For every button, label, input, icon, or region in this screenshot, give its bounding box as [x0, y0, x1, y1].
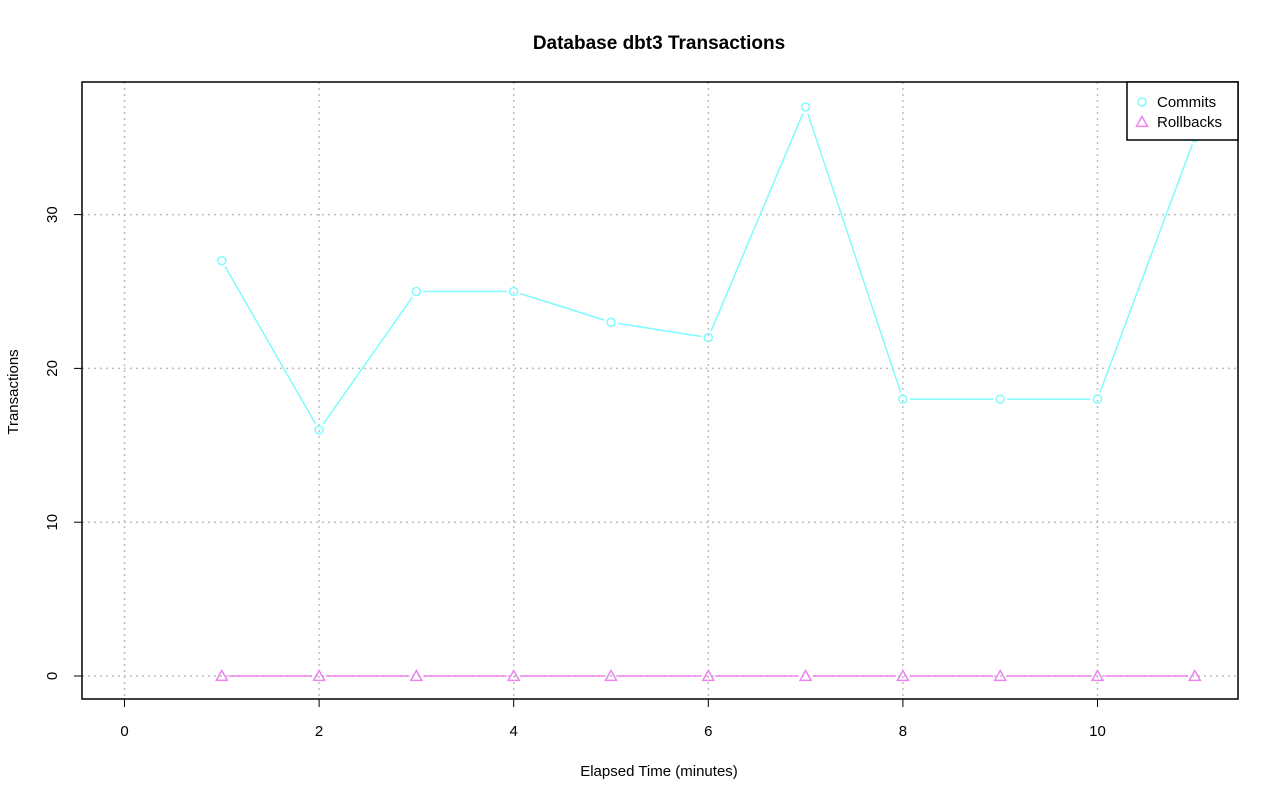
- rollbacks-point: [701, 668, 716, 682]
- axes: 0 2 4 6 8 10 0 10 20 30: [44, 206, 1106, 740]
- rollbacks-point: [312, 668, 326, 682]
- x-tick-label: 4: [510, 723, 518, 740]
- series-layer: [215, 102, 1202, 682]
- y-tick-label: 0: [44, 672, 61, 680]
- x-tick-label: 0: [120, 723, 128, 740]
- x-tick-label: 2: [315, 723, 323, 740]
- commits-point: [314, 425, 324, 435]
- rollbacks-point: [604, 668, 618, 682]
- series-rollbacks: [215, 668, 1202, 682]
- y-axis-label: Transactions: [5, 349, 22, 434]
- commits-line-segment: [322, 296, 413, 425]
- commits-line-segment: [1099, 143, 1194, 393]
- legend-label-commits: Commits: [1157, 94, 1216, 111]
- rollbacks-point: [896, 668, 910, 682]
- rollbacks-point: [993, 668, 1007, 682]
- commits-point: [995, 394, 1005, 404]
- rollbacks-point: [215, 668, 229, 682]
- commits-line-segment: [520, 292, 605, 321]
- x-tick-label: 8: [899, 723, 907, 740]
- x-axis-label: Elapsed Time (minutes): [580, 763, 738, 780]
- x-tick-label: 10: [1089, 723, 1106, 740]
- commits-point: [217, 255, 227, 266]
- rollbacks-point: [409, 668, 424, 682]
- commits-point: [898, 394, 908, 404]
- commits-point: [800, 102, 811, 112]
- y-tick-label: 10: [44, 514, 61, 531]
- commits-line-segment: [710, 113, 804, 332]
- rollbacks-point: [1188, 668, 1202, 682]
- chart-title: Database dbt3 Transactions: [533, 33, 785, 54]
- commits-point: [606, 317, 616, 328]
- rollbacks-point: [1090, 668, 1105, 682]
- commits-point: [703, 332, 714, 343]
- commits-line-segment: [807, 113, 902, 393]
- plot-frame: [81, 81, 1239, 700]
- legend-box: [1126, 81, 1239, 141]
- grid: [82, 82, 1238, 699]
- legend-marker-rollbacks: [1135, 114, 1149, 128]
- x-tick-label: 6: [704, 723, 712, 740]
- y-tick-label: 20: [44, 360, 61, 377]
- commits-point: [411, 286, 422, 297]
- y-tick-label: 30: [44, 206, 61, 223]
- commits-point: [508, 286, 519, 297]
- commits-point: [1092, 394, 1103, 404]
- series-commits: [217, 102, 1200, 435]
- rollbacks-point: [798, 668, 813, 682]
- rollbacks-point: [506, 668, 521, 682]
- legend-label-rollbacks: Rollbacks: [1157, 114, 1222, 131]
- commits-line-segment: [224, 266, 317, 425]
- legend-marker-commits: [1137, 97, 1147, 107]
- legend: Commits Rollbacks: [1126, 81, 1239, 141]
- commits-line-segment: [617, 322, 702, 338]
